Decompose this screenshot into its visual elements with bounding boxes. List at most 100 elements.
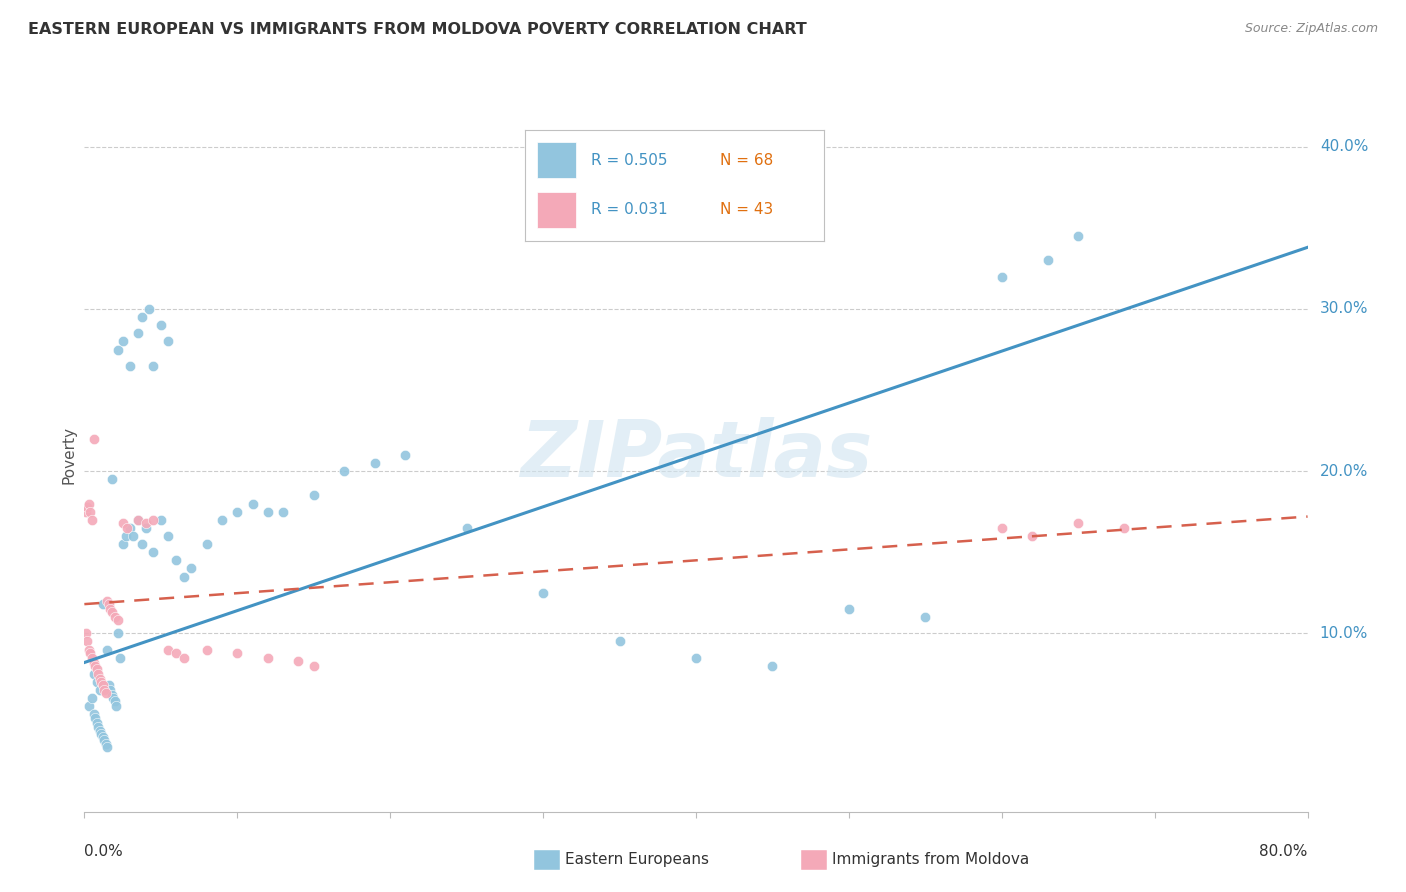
Text: Eastern Europeans: Eastern Europeans: [565, 853, 709, 867]
Text: N = 68: N = 68: [720, 153, 773, 168]
Point: [149, 513, 172, 527]
Point: [456, 521, 478, 535]
Point: [107, 613, 129, 627]
Point: [91, 678, 114, 692]
Point: [105, 699, 128, 714]
Point: [91, 730, 114, 744]
Point: [157, 334, 180, 349]
Point: [609, 634, 631, 648]
Point: [83, 666, 105, 681]
Point: [195, 642, 218, 657]
Point: [226, 505, 249, 519]
Text: 30.0%: 30.0%: [1320, 301, 1368, 317]
Point: [838, 602, 860, 616]
Point: [84, 658, 107, 673]
Point: [120, 359, 142, 373]
Point: [79, 505, 101, 519]
Point: [242, 497, 264, 511]
Point: [135, 521, 157, 535]
Point: [84, 711, 107, 725]
Point: [98, 683, 121, 698]
Point: [107, 343, 129, 357]
Bar: [537, 143, 575, 178]
Point: [394, 448, 416, 462]
Text: N = 43: N = 43: [720, 202, 773, 218]
Point: [89, 723, 111, 738]
Point: [89, 683, 111, 698]
Point: [94, 686, 117, 700]
Point: [991, 521, 1014, 535]
Point: [93, 683, 115, 698]
Point: [149, 318, 172, 333]
Point: [1067, 229, 1090, 244]
Point: [94, 737, 117, 751]
Point: [93, 733, 115, 747]
Point: [90, 727, 112, 741]
Point: [142, 545, 165, 559]
Point: [195, 537, 218, 551]
Text: 0.0%: 0.0%: [84, 844, 124, 859]
Point: [226, 646, 249, 660]
Point: [302, 488, 325, 502]
Point: [135, 516, 157, 530]
Point: [86, 675, 108, 690]
Point: [101, 605, 124, 619]
Point: [96, 594, 118, 608]
Point: [685, 650, 707, 665]
Point: [115, 521, 138, 535]
Bar: [537, 192, 575, 227]
Point: [211, 513, 233, 527]
Point: [75, 626, 97, 640]
Point: [302, 658, 325, 673]
Point: [79, 646, 101, 660]
Text: 80.0%: 80.0%: [1260, 844, 1308, 859]
Point: [165, 553, 187, 567]
Point: [104, 694, 127, 708]
Point: [138, 301, 160, 316]
Text: Immigrants from Moldova: Immigrants from Moldova: [832, 853, 1029, 867]
Text: 20.0%: 20.0%: [1320, 464, 1368, 479]
Point: [1036, 253, 1059, 268]
Point: [127, 513, 149, 527]
Point: [165, 646, 187, 660]
Point: [101, 688, 124, 702]
Text: R = 0.505: R = 0.505: [591, 153, 668, 168]
Text: R = 0.031: R = 0.031: [591, 202, 668, 218]
Point: [87, 666, 110, 681]
Point: [108, 650, 131, 665]
Point: [257, 505, 280, 519]
Point: [120, 521, 142, 535]
Y-axis label: Poverty: Poverty: [60, 425, 76, 484]
Point: [1021, 529, 1043, 543]
Point: [86, 715, 108, 730]
Point: [531, 586, 554, 600]
Point: [77, 699, 100, 714]
Point: [287, 654, 309, 668]
Point: [127, 326, 149, 341]
Point: [83, 432, 105, 446]
Point: [157, 529, 180, 543]
Point: [76, 500, 98, 514]
Point: [1067, 516, 1090, 530]
Point: [127, 513, 149, 527]
Point: [91, 597, 114, 611]
Point: [173, 650, 195, 665]
Point: [104, 610, 127, 624]
Point: [96, 739, 118, 754]
Point: [77, 642, 100, 657]
Point: [1114, 521, 1136, 535]
Point: [80, 691, 103, 706]
Point: [142, 359, 165, 373]
Point: [86, 662, 108, 676]
Text: ZIPatlas: ZIPatlas: [520, 417, 872, 493]
Point: [75, 505, 97, 519]
Point: [333, 464, 356, 478]
Point: [97, 678, 120, 692]
Point: [914, 610, 936, 624]
Point: [87, 720, 110, 734]
Point: [90, 675, 112, 690]
Point: [131, 310, 153, 324]
Point: [257, 650, 280, 665]
Point: [173, 569, 195, 583]
Point: [271, 505, 294, 519]
